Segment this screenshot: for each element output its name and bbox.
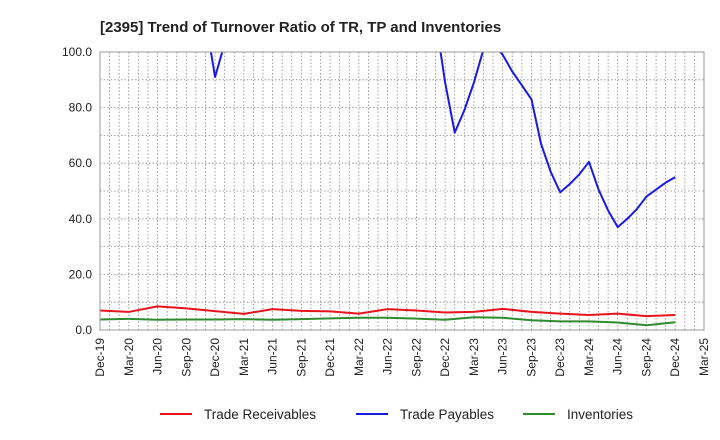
x-tick-label: Jun-24 — [611, 338, 625, 375]
x-tick-label: Dec-19 — [93, 338, 107, 377]
plot-area — [100, 52, 676, 327]
x-tick-label: Dec-24 — [668, 338, 682, 377]
y-tick-label: 0.0 — [75, 323, 92, 337]
series-lines — [100, 52, 676, 327]
y-tick-label: 40.0 — [69, 212, 93, 226]
x-axis-ticks: Dec-19 Mar-20 Jun-20 Sep-20 Dec-20 Mar-21 Jun-… — [93, 338, 711, 377]
y-tick-label: 60.0 — [69, 156, 93, 170]
x-tick-label: Mar-24 — [582, 338, 596, 376]
x-tick-label: Mar-23 — [467, 338, 481, 376]
x-tick-label: Dec-21 — [323, 338, 337, 377]
x-tick-label: Mar-22 — [352, 338, 366, 376]
y-tick-label: 80.0 — [69, 101, 93, 115]
x-tick-label: Sep-20 — [179, 338, 193, 377]
series-line-trade-payables — [209, 52, 676, 229]
x-tick-label: Sep-23 — [524, 338, 538, 377]
series-line-inventories — [100, 316, 676, 327]
x-tick-label: Dec-22 — [438, 338, 452, 377]
x-tick-label: Jun-20 — [151, 338, 165, 375]
x-tick-label: Jun-23 — [496, 338, 510, 375]
x-tick-label: Mar-20 — [122, 338, 136, 376]
y-axis-ticks: 0.0 20.0 40.0 60.0 80.0 100.0 — [62, 45, 92, 337]
legend-label: Trade Payables — [400, 407, 494, 422]
y-tick-label: 100.0 — [62, 45, 92, 59]
y-tick-label: 20.0 — [69, 267, 93, 281]
x-tick-label: Sep-24 — [639, 338, 653, 377]
legend-label: Inventories — [567, 407, 633, 422]
x-tick-label: Jun-21 — [266, 338, 280, 375]
series-line-trade-receivables — [100, 305, 676, 318]
x-tick-label: Dec-20 — [208, 338, 222, 377]
legend: Trade Receivables Trade Payables Inventori… — [160, 407, 633, 422]
legend-label: Trade Receivables — [204, 407, 316, 422]
x-tick-label: Mar-25 — [697, 338, 711, 376]
plot-frame — [99, 51, 705, 331]
grid-lines — [100, 52, 704, 330]
x-tick-label: Dec-23 — [553, 338, 567, 377]
chart-title: [2395] Trend of Turnover Ratio of TR, TP… — [100, 19, 501, 36]
x-tick-label: Mar-21 — [237, 338, 251, 376]
x-tick-label: Jun-22 — [381, 338, 395, 375]
x-tick-label: Sep-22 — [409, 338, 423, 377]
x-tick-label: Sep-21 — [294, 338, 308, 377]
